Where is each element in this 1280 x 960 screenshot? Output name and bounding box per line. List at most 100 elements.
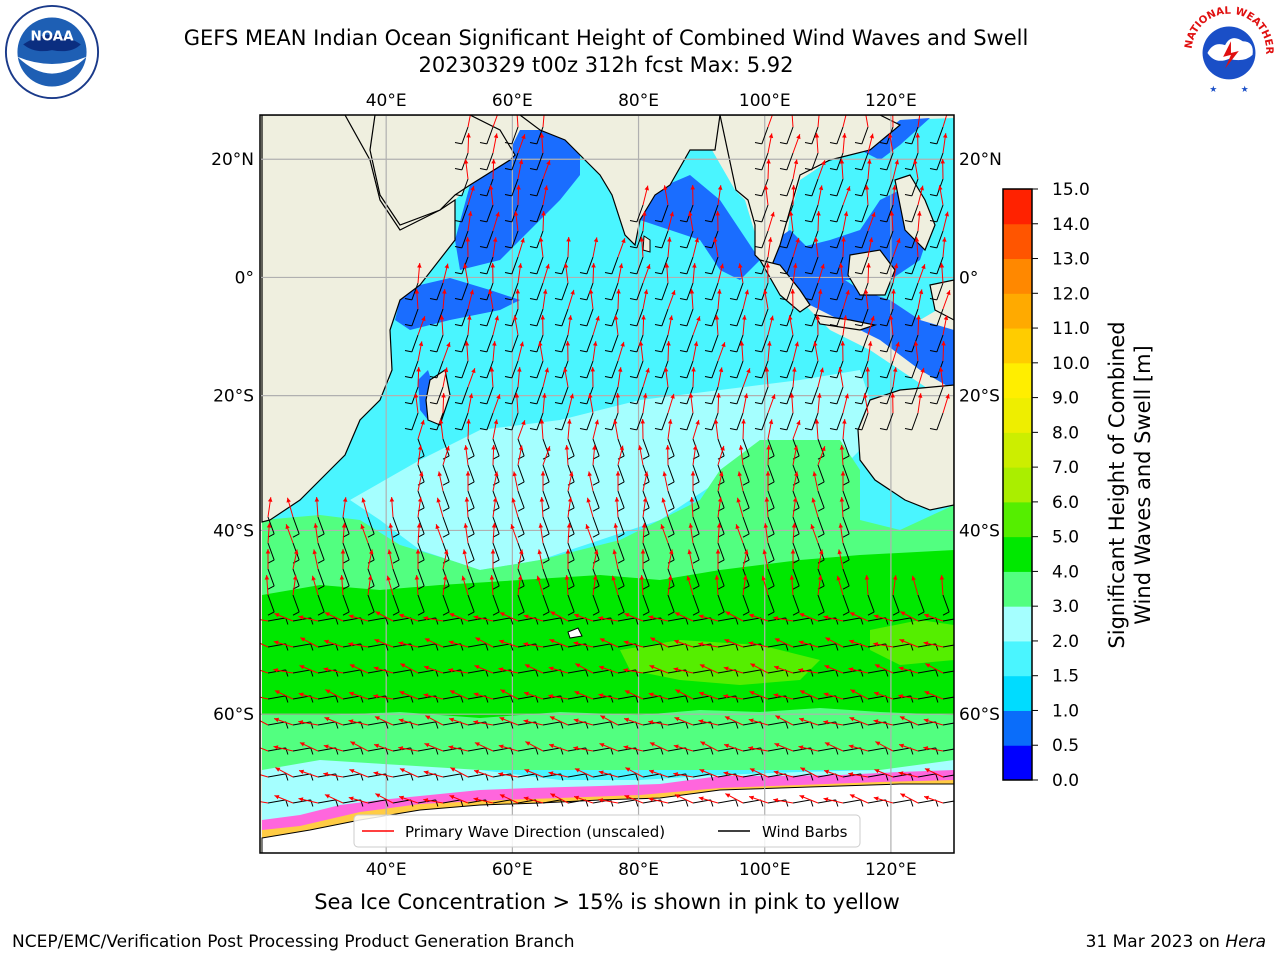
- wind-barb-flag: [604, 297, 612, 301]
- wind-barb: [517, 695, 536, 700]
- wind-barb: [661, 204, 669, 223]
- wind-barb-flag: [679, 271, 687, 275]
- wind-barb-flag: [460, 773, 464, 781]
- wind-barb: [942, 722, 954, 726]
- wind-barb: [842, 464, 850, 483]
- wind-barb: [642, 516, 650, 535]
- wind-barb: [692, 516, 700, 535]
- map-area[interactable]: [248, 107, 963, 860]
- wave-arrow-head: [799, 717, 805, 723]
- wind-barb-flag: [735, 695, 739, 703]
- colorbar-segment: [1003, 258, 1032, 294]
- wind-barb: [661, 230, 669, 249]
- wave-arrow-head: [573, 641, 579, 646]
- wave-arrow-head: [570, 289, 575, 295]
- wind-barb: [686, 412, 694, 431]
- wave-arrow-head: [498, 772, 504, 777]
- lat-tick-right: 40°S: [959, 521, 1000, 541]
- wind-barb: [492, 568, 500, 587]
- colorbar-tick-label: 15.0: [1052, 180, 1090, 200]
- map-legend: Primary Wave Direction (unscaled) Wind B…: [353, 814, 861, 848]
- wave-arrow-head: [769, 315, 774, 321]
- wave-arrow-head: [285, 524, 290, 530]
- wave-arrow-head: [664, 263, 670, 268]
- wind-barb: [717, 617, 736, 622]
- wave-arrow-head: [491, 445, 496, 450]
- wave-arrow-head: [488, 185, 494, 190]
- wave-arrow-head: [840, 471, 846, 476]
- wind-barb-flag: [810, 669, 814, 677]
- wave-arrow-head: [613, 419, 618, 425]
- wind-barb: [511, 230, 519, 249]
- wind-barb-flag: [729, 349, 737, 353]
- wind-barb-flag: [685, 617, 689, 625]
- wave-arrow-head: [499, 717, 505, 722]
- wave-arrow-head: [462, 549, 467, 555]
- wave-arrow-head: [312, 549, 317, 555]
- wave-arrow-head: [673, 744, 679, 749]
- wind-barb: [692, 542, 700, 561]
- wind-barb: [636, 360, 644, 379]
- footer-date-text: 31 Mar 2023 on: [1085, 932, 1226, 952]
- wave-arrow-head: [660, 524, 665, 530]
- wind-barb: [267, 695, 286, 700]
- wave-arrow-head: [817, 575, 823, 580]
- wind-barb: [817, 516, 825, 535]
- wave-arrow-head: [673, 667, 679, 672]
- wave-arrow-head: [824, 742, 830, 747]
- lon-tick-bottom: 60°E: [492, 860, 533, 880]
- wind-barb: [511, 126, 519, 145]
- wave-arrow-head: [669, 549, 674, 555]
- wave-arrow-head: [563, 367, 568, 373]
- wave-arrow-head: [400, 663, 406, 668]
- wind-barb: [911, 126, 919, 145]
- wind-barb-flag: [567, 559, 575, 564]
- wave-arrow-head: [723, 666, 729, 671]
- wind-barb-flag: [704, 323, 712, 327]
- lat-tick-left: 0°: [235, 268, 254, 288]
- wind-barb: [792, 695, 811, 700]
- wave-arrow-head: [892, 185, 897, 190]
- wind-barb-flag: [704, 375, 712, 379]
- wave-arrow-head: [517, 367, 522, 372]
- wave-arrow-head: [815, 315, 820, 320]
- wind-barb-flag: [835, 721, 839, 729]
- wave-arrow-head: [299, 665, 305, 670]
- map-subtitle: 20230329 t00z 312h fcst Max: 5.92: [418, 53, 794, 77]
- wave-arrow-head: [565, 549, 571, 554]
- wind-barb: [536, 386, 544, 405]
- wind-barb: [792, 773, 811, 778]
- wave-arrow-head: [585, 524, 590, 530]
- wind-barb-flag: [479, 297, 487, 301]
- wave-arrow-head: [498, 744, 504, 749]
- wave-arrow-head: [767, 237, 773, 242]
- wave-arrow-head: [491, 159, 496, 164]
- wave-arrow-head: [842, 315, 848, 320]
- wave-arrow-head: [548, 771, 554, 776]
- wave-arrow-head: [350, 741, 356, 746]
- wave-arrow-head: [623, 745, 629, 750]
- wind-barb: [692, 594, 700, 613]
- wave-arrow-head: [599, 743, 605, 748]
- wind-barb: [461, 282, 469, 301]
- wave-arrow-head: [693, 341, 699, 347]
- wave-arrow-head: [324, 639, 330, 645]
- wind-barb-flag: [729, 297, 737, 301]
- wind-barb-flag: [579, 427, 587, 431]
- wave-arrow-head: [439, 315, 445, 320]
- wave-arrow-head: [465, 237, 470, 242]
- wind-barb-flag: [710, 669, 714, 677]
- wind-barb-flag: [435, 721, 439, 729]
- wind-barb: [811, 308, 819, 327]
- wave-arrow-head: [698, 719, 704, 724]
- wave-arrow-head: [848, 744, 854, 749]
- wind-barb: [667, 594, 675, 613]
- wind-barb-flag: [961, 618, 963, 625]
- wind-barb-flag: [935, 773, 939, 781]
- wind-barb: [417, 669, 436, 674]
- wind-barb: [642, 747, 661, 752]
- wind-barb: [567, 542, 575, 561]
- wave-arrow-head: [598, 770, 604, 775]
- wind-barb: [411, 412, 419, 431]
- wind-barb: [811, 412, 819, 431]
